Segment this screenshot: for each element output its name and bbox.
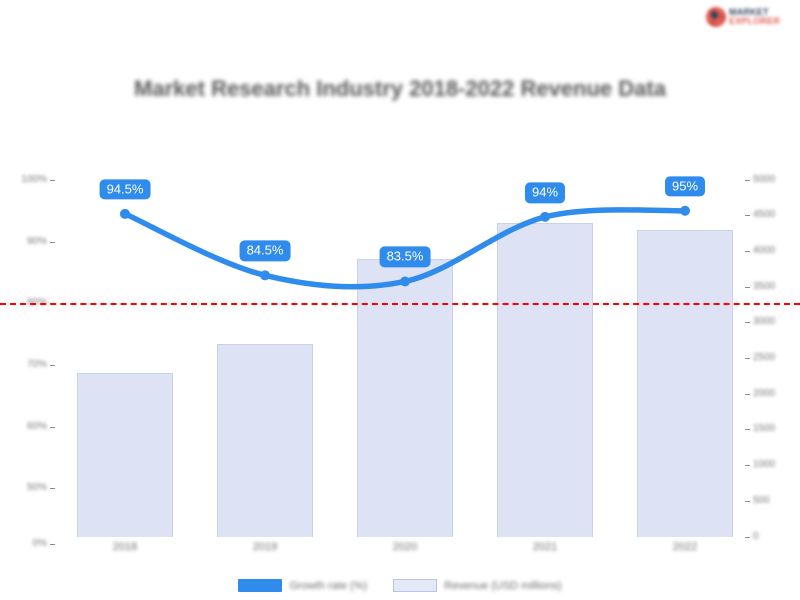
brand-logo: MARKET EXPLORER <box>706 4 792 30</box>
brand-wordmark: MARKET EXPLORER <box>729 6 781 26</box>
y-axis-right-tick-label: 500 <box>753 494 770 506</box>
tick-mark <box>50 364 55 366</box>
y-axis-right-tick-label: 5000 <box>753 173 776 185</box>
chart-title: Market Research Industry 2018-2022 Reven… <box>134 76 666 101</box>
plot-area <box>0 170 800 537</box>
legend-item-1[interactable]: Revenue (USD millions) <box>393 579 562 592</box>
tick-mark <box>745 536 750 538</box>
y-axis-right-tick-label: 2500 <box>753 352 776 363</box>
legend-swatch-bar <box>393 579 438 592</box>
data-label-2022: 95% <box>664 176 706 197</box>
bar-2022[interactable] <box>637 229 733 537</box>
x-axis-label-2018: 2018 <box>112 541 138 553</box>
x-axis-label-2020: 2020 <box>392 541 418 553</box>
tick-mark <box>745 358 750 359</box>
tick-mark <box>50 543 55 545</box>
line-point-2022[interactable] <box>680 205 690 216</box>
tick-mark <box>745 322 750 324</box>
tick-mark <box>50 241 55 243</box>
y-axis-right: 5000 4500 4000 3500 3000 2500 2000 1500 1000 500 0 <box>745 170 800 550</box>
line-point-2020[interactable] <box>400 276 410 287</box>
y-axis-left-tick-label: 0% <box>32 537 47 549</box>
y-axis-right-tick-label: 4000 <box>753 244 776 256</box>
tick-mark <box>50 487 55 489</box>
x-axis-label-2019: 2019 <box>252 541 278 553</box>
tick-mark <box>745 465 750 467</box>
tick-mark <box>745 250 750 252</box>
bar-2019[interactable] <box>217 344 313 537</box>
brand-line-1: MARKET <box>729 6 769 17</box>
brand-line-2: EXPLORER <box>729 16 781 26</box>
line-point-2019[interactable] <box>260 270 270 281</box>
chart-legend: Growth rate (%) Revenue (USD millions) <box>0 579 800 592</box>
y-axis-left-tick-label: 90% <box>26 235 47 247</box>
data-label-2020: 83.5% <box>379 246 431 268</box>
reference-line-target <box>0 303 800 305</box>
data-label-2021: 94% <box>524 182 566 203</box>
tick-mark <box>745 179 750 181</box>
x-axis-label-2022: 2022 <box>672 541 698 553</box>
y-axis-left-tick-label: 80% <box>26 296 47 308</box>
y-axis-right-tick-label: 1000 <box>753 459 776 471</box>
legend-swatch-line <box>238 579 283 592</box>
data-label-2018: 94.5% <box>99 179 151 200</box>
y-axis-right-tick-label: 1500 <box>753 423 776 435</box>
y-axis-left-tick-label: 50% <box>26 481 47 493</box>
y-axis-right-tick-label: 4500 <box>753 209 776 221</box>
x-axis-label-2021: 2021 <box>532 541 558 553</box>
tick-mark <box>745 500 750 502</box>
data-label-2019: 84.5% <box>239 240 291 262</box>
y-axis-left: 100% 90% 80% 70% 60% 50% 0% <box>0 170 55 550</box>
legend-item-0[interactable]: Growth rate (%) <box>238 579 367 592</box>
tick-mark <box>745 429 750 431</box>
y-axis-right-tick-label: 0 <box>753 530 759 542</box>
y-axis-right-tick-label: 3000 <box>753 316 776 328</box>
bar-2018[interactable] <box>77 372 173 537</box>
tick-mark <box>745 286 750 288</box>
tick-mark <box>50 179 55 181</box>
y-axis-left-tick-label: 100% <box>21 173 47 185</box>
y-axis-right-tick-label: 3500 <box>753 280 776 292</box>
line-series-growth-rate <box>120 205 690 290</box>
legend-label: Revenue (USD millions) <box>444 579 562 592</box>
line-point-2021[interactable] <box>540 211 550 222</box>
tick-mark <box>50 426 55 428</box>
y-axis-right-tick-label: 2000 <box>753 387 776 399</box>
y-axis-left-tick-label: 70% <box>26 358 47 370</box>
flower-circle-icon <box>706 7 726 27</box>
tick-mark <box>745 393 750 395</box>
tick-mark <box>745 215 750 217</box>
bar-2021[interactable] <box>497 222 593 537</box>
line-point-2018[interactable] <box>120 208 130 219</box>
legend-label: Growth rate (%) <box>289 579 368 592</box>
y-axis-left-tick-label: 60% <box>26 420 47 432</box>
